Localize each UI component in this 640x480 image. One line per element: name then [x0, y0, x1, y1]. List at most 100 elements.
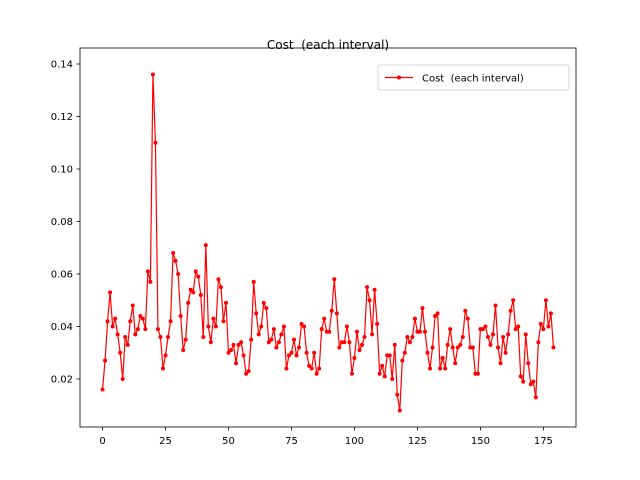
x-tick-label: 125 — [408, 436, 427, 447]
x-tick-label: 25 — [159, 436, 172, 447]
data-point — [365, 285, 370, 290]
data-point — [120, 376, 125, 381]
data-point — [357, 348, 362, 353]
data-point — [435, 311, 440, 316]
data-point — [198, 292, 203, 297]
data-point — [188, 287, 193, 292]
y-tick-label: 0.06 — [51, 269, 73, 280]
data-point — [130, 303, 135, 308]
data-point — [286, 353, 291, 358]
y-tick-label: 0.04 — [51, 322, 73, 333]
data-point — [176, 271, 181, 276]
x-tick-label: 100 — [345, 436, 364, 447]
data-point — [526, 361, 531, 366]
data-point — [105, 319, 110, 324]
data-point — [488, 342, 493, 347]
data-point — [294, 353, 299, 358]
data-point — [216, 277, 221, 282]
data-point — [239, 340, 244, 345]
data-point — [153, 140, 158, 145]
data-point — [448, 327, 453, 332]
data-point — [302, 324, 307, 329]
data-point — [354, 329, 359, 334]
data-point — [443, 366, 448, 371]
data-point — [501, 334, 506, 339]
data-point — [193, 269, 198, 274]
data-point — [208, 340, 213, 345]
y-tick-label: 0.12 — [51, 112, 73, 123]
data-point — [405, 334, 410, 339]
data-point — [181, 348, 186, 353]
data-point — [314, 371, 319, 376]
data-point — [312, 350, 317, 355]
x-tick-label: 50 — [222, 436, 235, 447]
data-point — [115, 332, 120, 337]
data-point — [158, 334, 163, 339]
y-tick-label: 0.14 — [51, 60, 73, 71]
data-point — [143, 327, 148, 332]
data-point — [276, 340, 281, 345]
data-point — [347, 340, 352, 345]
data-point — [145, 269, 150, 274]
data-point — [264, 306, 269, 311]
data-point — [480, 327, 485, 332]
data-point — [493, 303, 498, 308]
data-point — [508, 308, 513, 313]
data-point — [259, 324, 264, 329]
data-point — [430, 345, 435, 350]
data-point — [241, 353, 246, 358]
data-point — [317, 366, 322, 371]
data-point — [231, 342, 236, 347]
data-point — [110, 324, 115, 329]
data-point — [329, 308, 334, 313]
data-point — [541, 327, 546, 332]
data-point — [289, 350, 294, 355]
data-point — [422, 329, 427, 334]
data-point — [445, 342, 450, 347]
data-point — [171, 250, 176, 255]
x-tick-label: 150 — [471, 436, 490, 447]
data-point — [229, 348, 234, 353]
data-point — [523, 332, 528, 337]
data-point — [465, 316, 470, 321]
data-point — [496, 345, 501, 350]
data-point — [138, 313, 143, 318]
data-point — [173, 258, 178, 263]
data-point — [291, 337, 296, 342]
data-point — [334, 311, 339, 316]
data-point — [135, 327, 140, 332]
data-point — [397, 408, 402, 413]
data-point — [518, 374, 523, 379]
data-point — [246, 369, 251, 374]
data-point — [226, 350, 231, 355]
data-point — [196, 274, 201, 279]
legend-marker — [397, 75, 401, 80]
data-point — [506, 332, 511, 337]
legend-label: Cost (each interval) — [422, 74, 524, 85]
data-point — [337, 345, 342, 350]
data-point — [503, 350, 508, 355]
data-point — [362, 334, 367, 339]
data-point — [123, 334, 128, 339]
data-point — [511, 298, 516, 303]
x-tick-label: 0 — [99, 436, 105, 447]
data-point — [307, 363, 312, 368]
data-point — [271, 327, 276, 332]
data-point — [332, 277, 337, 282]
data-point — [236, 342, 241, 347]
data-point — [536, 340, 541, 345]
data-point — [551, 345, 556, 350]
data-point — [299, 321, 304, 326]
y-tick-label: 0.10 — [51, 164, 73, 175]
data-point — [211, 316, 216, 321]
data-point — [370, 332, 375, 337]
data-point — [279, 332, 284, 337]
data-point — [133, 332, 138, 337]
data-point — [458, 342, 463, 347]
data-point — [475, 371, 480, 376]
data-point — [531, 379, 536, 384]
data-point — [395, 392, 400, 397]
data-point — [352, 355, 357, 360]
data-point — [390, 376, 395, 381]
data-point — [490, 332, 495, 337]
